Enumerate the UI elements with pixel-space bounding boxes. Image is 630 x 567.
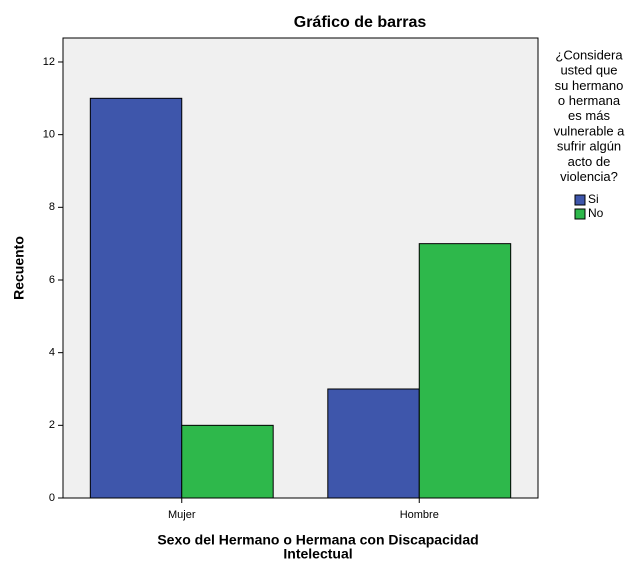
legend-swatch: [574, 194, 586, 206]
y-tick-label: 10: [43, 129, 55, 141]
x-tick-label: Mujer: [168, 509, 196, 521]
bar: [327, 388, 420, 499]
y-tick-label: 6: [49, 274, 55, 286]
legend-title: sufrir algún: [557, 139, 621, 154]
y-tick-label: 4: [49, 347, 55, 359]
legend-label: No: [588, 206, 604, 220]
legend-title: o hermana: [558, 93, 621, 108]
bar: [89, 97, 183, 499]
legend-title: vulnerable a: [554, 123, 626, 138]
legend-title: violencia?: [560, 169, 618, 184]
legend-title: usted que: [560, 63, 617, 78]
legend-title: es más: [568, 108, 610, 123]
legend-label: Si: [588, 192, 599, 206]
legend-title: su hermano: [555, 78, 624, 93]
legend-title: ¿Considera: [555, 47, 623, 62]
chart-title: Gráfico de barras: [294, 14, 427, 31]
x-tick-label: Hombre: [400, 509, 439, 521]
legend-title: acto de: [568, 154, 611, 169]
x-axis-label: Sexo del Hermano o Hermana con Discapaci…: [157, 532, 478, 548]
bar: [181, 424, 274, 499]
legend-swatch: [574, 208, 586, 220]
y-tick-label: 8: [49, 201, 55, 213]
bar: [418, 243, 512, 499]
x-axis-label: Intelectual: [283, 546, 352, 562]
y-tick-label: 0: [49, 492, 55, 504]
y-tick-label: 2: [49, 419, 55, 431]
y-axis-label: Recuento: [11, 236, 27, 300]
y-tick-label: 12: [43, 56, 55, 68]
